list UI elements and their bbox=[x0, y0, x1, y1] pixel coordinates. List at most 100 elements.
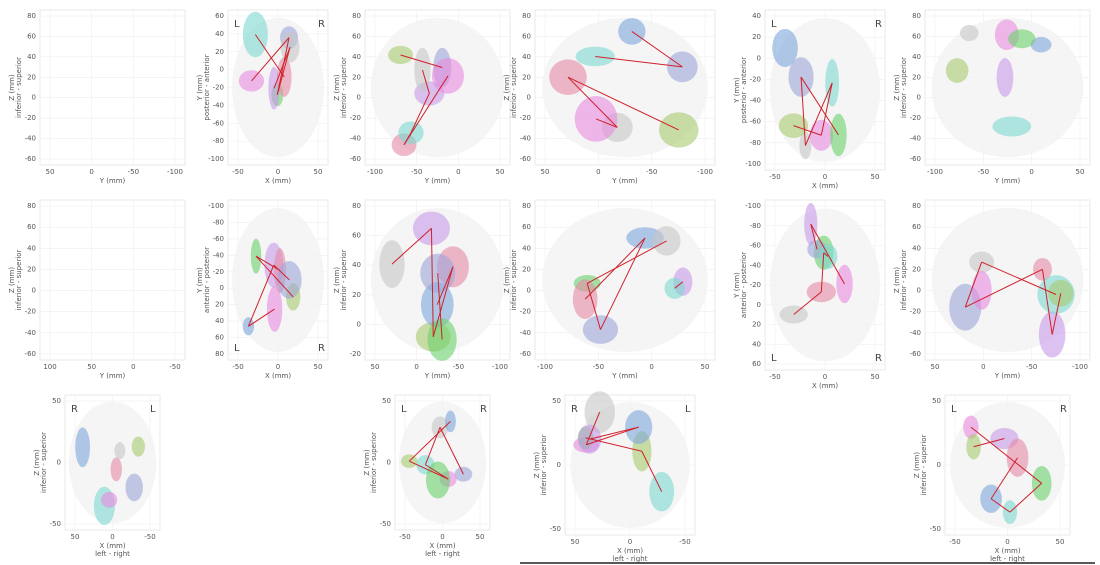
x-tick-label: -100 bbox=[927, 168, 943, 176]
y-tick-label: 40 bbox=[27, 53, 36, 61]
x-axis-label: Y (mm) bbox=[611, 177, 638, 185]
y-tick-label: -60 bbox=[25, 350, 36, 358]
x-tick-label: -50 bbox=[453, 363, 464, 371]
x-tick-label: 0 bbox=[414, 363, 418, 371]
x-tick-label: -50 bbox=[769, 373, 780, 381]
x-axis-label: X (mm) bbox=[99, 542, 125, 550]
x-tick-label: 50 bbox=[496, 168, 505, 176]
x-axis-label: Y (mm) bbox=[424, 372, 451, 380]
y-tick-label: 60 bbox=[522, 32, 531, 40]
side-label: R bbox=[71, 404, 78, 415]
y-tick-label: 50 bbox=[52, 397, 61, 405]
region bbox=[243, 12, 268, 58]
side-label: R bbox=[875, 353, 882, 364]
x-tick-label: 50 bbox=[1076, 168, 1085, 176]
region bbox=[972, 271, 992, 310]
x-tick-label: 0 bbox=[276, 168, 280, 176]
side-label: R bbox=[318, 19, 325, 30]
x-tick-label: 0 bbox=[628, 538, 632, 546]
y-tick-label: -60 bbox=[350, 155, 361, 163]
y-tick-label: 40 bbox=[912, 53, 921, 61]
y-tick-label: 20 bbox=[522, 265, 531, 273]
y-tick-label: 80 bbox=[912, 12, 921, 20]
y-axis-label: inferior - superior bbox=[540, 434, 548, 495]
x-tick-label: 0 bbox=[823, 173, 827, 181]
y-tick-label: 80 bbox=[215, 350, 224, 358]
y-tick-label: 0 bbox=[357, 94, 361, 102]
y-tick-label: 20 bbox=[912, 265, 921, 273]
x-tick-label: 0 bbox=[823, 373, 827, 381]
y-tick-label: 80 bbox=[352, 12, 361, 20]
x-tick-label: 50 bbox=[541, 168, 550, 176]
y-tick-label: -20 bbox=[213, 84, 224, 92]
y-tick-label: -60 bbox=[213, 235, 224, 243]
y-tick-label: -80 bbox=[750, 139, 761, 147]
y-tick-label: -60 bbox=[25, 155, 36, 163]
y-tick-label: -80 bbox=[750, 222, 761, 230]
x-tick-label: -50 bbox=[646, 168, 657, 176]
region bbox=[946, 58, 969, 83]
side-label: R bbox=[318, 343, 325, 354]
y-tick-label: 80 bbox=[912, 202, 921, 210]
x-tick-label: 0 bbox=[1005, 538, 1009, 546]
region bbox=[114, 442, 125, 459]
y-tick-label: -20 bbox=[350, 350, 361, 358]
region bbox=[1008, 29, 1035, 48]
x-axis-label: X (mm) bbox=[429, 542, 455, 550]
x-axis-label: left - right bbox=[613, 555, 648, 563]
y-tick-label: 20 bbox=[352, 291, 361, 299]
x-tick-label: -50 bbox=[232, 168, 243, 176]
region bbox=[960, 25, 979, 41]
y-tick-label: -20 bbox=[520, 114, 531, 122]
region bbox=[455, 467, 473, 482]
region bbox=[997, 58, 1014, 97]
x-tick-label: 0 bbox=[1029, 168, 1033, 176]
y-tick-label: 50 bbox=[552, 397, 561, 405]
y-tick-label: -20 bbox=[750, 281, 761, 289]
x-tick-label: -100 bbox=[167, 168, 183, 176]
region bbox=[653, 226, 681, 255]
y-tick-label: 0 bbox=[917, 94, 921, 102]
x-tick-label: 50 bbox=[87, 363, 96, 371]
y-tick-label: 50 bbox=[932, 397, 941, 405]
y-tick-label: -40 bbox=[520, 329, 531, 337]
y-tick-label: -60 bbox=[910, 155, 921, 163]
x-axis-label: Y (mm) bbox=[99, 177, 126, 185]
y-tick-label: -50 bbox=[50, 520, 61, 528]
y-axis-label: inferior - superior bbox=[340, 57, 348, 118]
brain-render bbox=[542, 208, 708, 352]
x-tick-label: -50 bbox=[769, 173, 780, 181]
y-tick-label: -60 bbox=[520, 155, 531, 163]
x-axis-label: Y (mm) bbox=[611, 372, 638, 380]
y-tick-label: 60 bbox=[352, 32, 361, 40]
brain-render bbox=[932, 18, 1084, 158]
x-tick-label: 0 bbox=[276, 363, 280, 371]
y-tick-label: -40 bbox=[750, 97, 761, 105]
y-tick-label: -50 bbox=[550, 525, 561, 533]
region bbox=[111, 457, 122, 481]
side-label: L bbox=[150, 404, 156, 415]
y-tick-label: 0 bbox=[557, 461, 561, 469]
x-tick-label: 50 bbox=[701, 363, 710, 371]
y-tick-label: 0 bbox=[32, 287, 36, 295]
y-tick-label: 40 bbox=[912, 244, 921, 252]
y-tick-label: -60 bbox=[910, 350, 921, 358]
x-tick-label: 0 bbox=[649, 363, 653, 371]
y-axis-label: inferior - superior bbox=[900, 57, 908, 118]
x-tick-label: 0 bbox=[981, 363, 985, 371]
y-tick-label: 80 bbox=[522, 202, 531, 210]
y-tick-label: -40 bbox=[910, 135, 921, 143]
y-tick-label: 20 bbox=[752, 321, 761, 329]
side-label: L bbox=[771, 353, 777, 364]
y-tick-label: 20 bbox=[27, 73, 36, 81]
x-axis-label: X (mm) bbox=[812, 382, 838, 390]
y-tick-label: -20 bbox=[910, 308, 921, 316]
side-label: L bbox=[685, 404, 691, 415]
y-tick-label: -20 bbox=[213, 268, 224, 276]
y-tick-label: 40 bbox=[522, 244, 531, 252]
y-tick-label: 0 bbox=[937, 461, 941, 469]
x-tick-label: -50 bbox=[128, 168, 139, 176]
y-tick-label: -80 bbox=[213, 218, 224, 226]
x-tick-label: -100 bbox=[537, 363, 553, 371]
y-tick-label: -100 bbox=[208, 155, 224, 163]
